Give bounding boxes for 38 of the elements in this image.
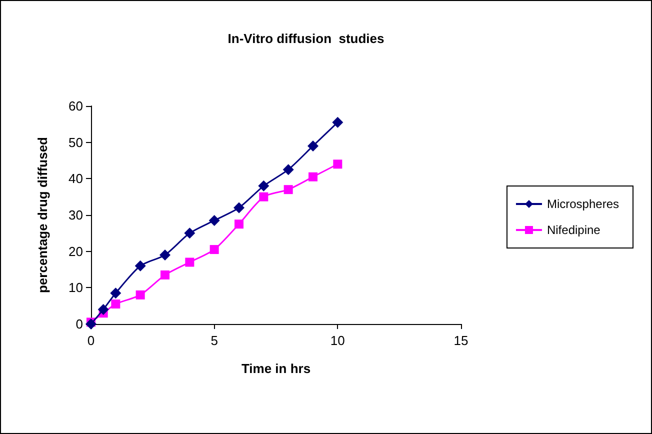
point: [134, 260, 146, 272]
y-tick-label: 10: [68, 280, 83, 296]
y-tick-label: 20: [68, 244, 83, 259]
point: [210, 245, 219, 254]
point: [136, 290, 145, 300]
point: [185, 258, 194, 267]
y-tick-label: 30: [68, 208, 83, 222]
x-axis-title: Time in hrs: [241, 361, 311, 376]
x-tick-label: 15: [454, 333, 468, 348]
point: [98, 304, 109, 315]
y-tick-label: 40: [68, 171, 83, 186]
point: [160, 249, 170, 260]
point: [259, 192, 268, 202]
point: [160, 270, 170, 280]
point: [332, 116, 344, 128]
point: [234, 220, 244, 229]
point: [208, 214, 220, 226]
point: [111, 300, 120, 309]
x-tick-label: 0: [87, 333, 95, 348]
legend-label: Microspheres: [546, 197, 620, 211]
point: [333, 160, 342, 169]
x-tick-label: 10: [330, 333, 345, 348]
y-tick-label: 50: [68, 134, 83, 150]
point: [308, 140, 318, 152]
y-tick-label: 0: [76, 316, 83, 332]
point: [234, 202, 244, 214]
point: [308, 172, 318, 182]
point: [184, 228, 196, 239]
point: [86, 318, 96, 330]
legend-label: Nifedipine: [546, 223, 601, 237]
y-tick-label: 60: [68, 98, 83, 114]
chart-title: In-Vitro diffusion studies: [228, 31, 384, 46]
point: [110, 288, 122, 299]
point: [284, 185, 293, 194]
point: [258, 180, 270, 192]
y-axis-title: percentage drug diffused: [35, 136, 50, 294]
x-tick-label: 5: [210, 333, 218, 348]
point: [282, 164, 294, 176]
